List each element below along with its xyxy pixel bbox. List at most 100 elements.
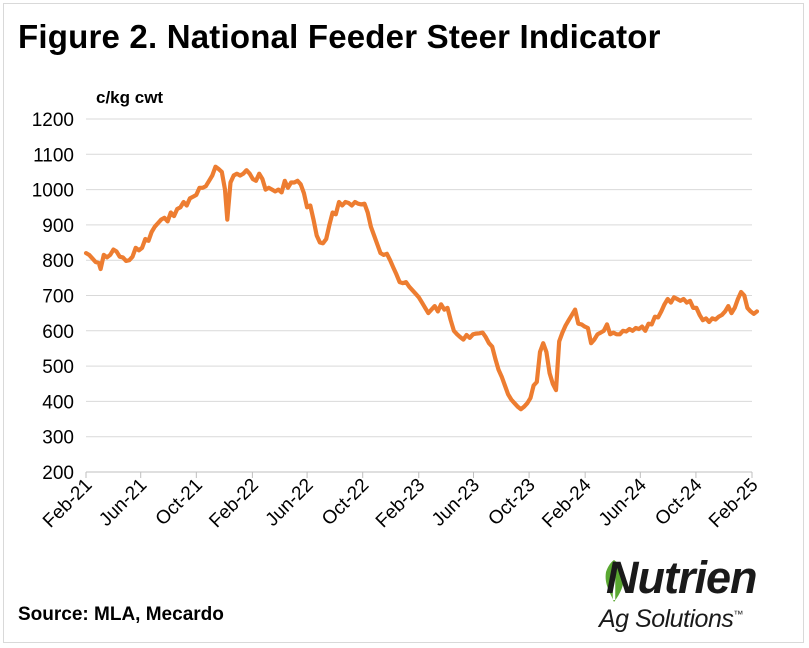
data-point	[369, 225, 373, 229]
data-point	[134, 246, 138, 250]
data-point	[496, 368, 501, 372]
data-point	[646, 322, 651, 326]
data-point	[691, 306, 695, 310]
data-point	[324, 237, 328, 241]
y-tick-label: 1100	[33, 145, 74, 166]
data-point	[506, 392, 510, 396]
data-point	[299, 182, 303, 186]
data-point	[111, 248, 115, 252]
data-point	[589, 341, 593, 345]
data-point	[682, 297, 686, 301]
data-point	[493, 357, 497, 361]
data-point	[755, 309, 759, 313]
data-point	[280, 190, 284, 194]
data-point	[426, 311, 430, 315]
series-layer	[83, 164, 760, 412]
x-tick-label: Jun-24	[595, 474, 651, 530]
data-point	[720, 313, 724, 317]
data-point	[273, 189, 277, 193]
data-point	[121, 255, 125, 259]
data-point	[267, 186, 271, 190]
data-point	[394, 272, 398, 276]
data-point	[420, 301, 424, 305]
data-point	[653, 315, 657, 319]
data-point	[694, 306, 699, 310]
x-tick-label: Feb-24	[538, 474, 596, 532]
data-point	[461, 338, 465, 342]
y-tick-label: 600	[42, 322, 74, 343]
x-tick-label: Jun-21	[95, 475, 151, 531]
data-point	[318, 240, 322, 245]
data-point	[366, 210, 370, 215]
data-point	[551, 382, 555, 386]
data-point	[455, 332, 459, 336]
data-point	[331, 210, 335, 215]
data-point	[685, 301, 689, 305]
data-point	[729, 311, 734, 315]
data-point	[238, 173, 242, 178]
data-point	[353, 200, 357, 204]
nutrien-logo: Nutrien Ag Solutions™	[592, 552, 792, 642]
data-point	[541, 341, 545, 345]
data-point	[439, 302, 443, 306]
y-tick-label: 900	[42, 216, 74, 237]
data-point	[749, 309, 753, 313]
data-point	[362, 202, 367, 206]
data-point	[583, 325, 587, 329]
data-point	[182, 200, 186, 204]
data-point	[159, 218, 163, 222]
data-point	[302, 191, 306, 195]
data-point	[611, 331, 616, 335]
data-point	[404, 280, 408, 284]
data-point	[87, 253, 91, 257]
data-point	[308, 203, 312, 208]
data-point	[143, 237, 147, 241]
data-point	[248, 172, 252, 176]
data-point	[84, 251, 88, 255]
data-point	[270, 188, 274, 192]
data-point	[579, 322, 584, 326]
data-point	[175, 207, 179, 211]
data-point	[599, 331, 603, 335]
y-tick-label: 800	[42, 251, 74, 272]
data-point	[225, 218, 229, 222]
data-point	[398, 280, 402, 284]
x-tick-label: Jun-23	[428, 475, 484, 531]
data-point	[666, 297, 670, 301]
data-point	[359, 202, 363, 206]
data-point	[228, 180, 233, 185]
data-point	[512, 401, 517, 405]
data-point	[678, 299, 683, 303]
y-axis-label: c/kg cwt	[96, 88, 163, 107]
x-tick-label: Feb-25	[705, 475, 762, 532]
data-point	[436, 309, 440, 313]
data-point	[347, 201, 351, 205]
data-point	[114, 249, 119, 253]
data-point	[669, 301, 673, 305]
data-point	[468, 336, 472, 340]
data-point	[465, 333, 469, 337]
logo-leaf-icon	[605, 560, 624, 602]
logo-wordmark: Nutrien	[606, 552, 757, 603]
data-point	[286, 186, 290, 190]
data-point	[672, 295, 676, 299]
data-point	[490, 345, 494, 349]
y-tick-label: 200	[42, 463, 74, 484]
data-point	[201, 186, 205, 190]
data-point	[723, 309, 727, 313]
data-point	[503, 383, 507, 388]
data-point	[124, 259, 128, 263]
data-point	[449, 318, 453, 322]
data-point	[631, 329, 635, 333]
data-point	[140, 246, 144, 250]
data-point	[707, 320, 711, 324]
data-point	[334, 212, 338, 216]
data-point	[150, 230, 154, 234]
data-point	[710, 316, 714, 320]
data-point	[557, 339, 561, 343]
data-point	[350, 203, 354, 208]
logo-tagline-text: Ag Solutions	[599, 605, 734, 633]
data-point	[251, 177, 255, 181]
data-point	[197, 186, 202, 190]
data-point	[169, 210, 173, 215]
